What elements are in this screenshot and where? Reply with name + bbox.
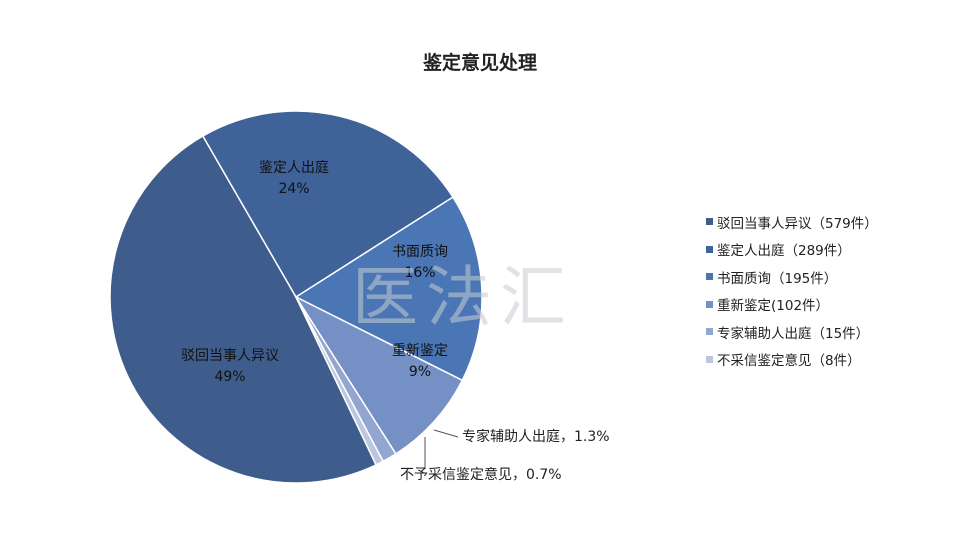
legend-item-2: 书面质询（195件） bbox=[706, 263, 878, 291]
legend-swatch bbox=[706, 245, 713, 253]
legend-swatch bbox=[706, 273, 713, 281]
legend-label: 鉴定人出庭（289件） bbox=[717, 243, 851, 260]
legend-item-1: 鉴定人出庭（289件） bbox=[706, 236, 878, 264]
slice-label-3: 重新鉴定 bbox=[392, 343, 448, 359]
legend-swatch bbox=[706, 300, 713, 308]
pie-slice-2 bbox=[294, 196, 483, 382]
slice-pct-3: 9% bbox=[409, 364, 431, 380]
legend-label: 专家辅助人出庭（15件） bbox=[717, 325, 870, 342]
pie-slice-3 bbox=[293, 295, 464, 455]
watermark-text: 医法汇 bbox=[352, 259, 574, 336]
legend-label: 书面质询（195件） bbox=[717, 270, 838, 287]
legend-label: 重新鉴定(102件） bbox=[717, 298, 830, 315]
chart-title: 鉴定意见处理 bbox=[422, 52, 537, 74]
legend: 驳回当事人异议（579件） 鉴定人出庭（289件） 书面质询（195件） 重新鉴定(1… bbox=[706, 208, 878, 373]
legend-item-0: 驳回当事人异议（579件） bbox=[706, 208, 878, 236]
pie-slice-0 bbox=[109, 134, 378, 484]
slice-label-2: 书面质询 bbox=[392, 244, 448, 260]
legend-swatch bbox=[706, 355, 713, 363]
slice-label-0: 驳回当事人异议 bbox=[181, 348, 279, 364]
legend-item-3: 重新鉴定(102件） bbox=[706, 291, 878, 319]
slice-pct-0: 49% bbox=[214, 369, 245, 385]
slice-label-5: 不予采信鉴定意见，0.7% bbox=[400, 466, 562, 483]
slice-pct-2: 16% bbox=[404, 265, 435, 281]
pie-slice-5 bbox=[295, 296, 385, 466]
leader-line-4 bbox=[433, 429, 459, 438]
slice-label-1: 鉴定人出庭 bbox=[259, 159, 329, 176]
legend-item-4: 专家辅助人出庭（15件） bbox=[706, 318, 878, 346]
legend-item-5: 不采信鉴定意见（8件） bbox=[706, 346, 878, 374]
legend-swatch bbox=[706, 328, 713, 336]
pie-slice-1 bbox=[201, 110, 454, 299]
slice-pct-1: 24% bbox=[278, 181, 309, 197]
legend-label: 不采信鉴定意见（8件） bbox=[717, 353, 861, 370]
legend-label: 驳回当事人异议（579件） bbox=[717, 215, 878, 232]
legend-swatch bbox=[706, 218, 713, 226]
slice-label-4: 专家辅助人出庭，1.3% bbox=[462, 428, 610, 445]
